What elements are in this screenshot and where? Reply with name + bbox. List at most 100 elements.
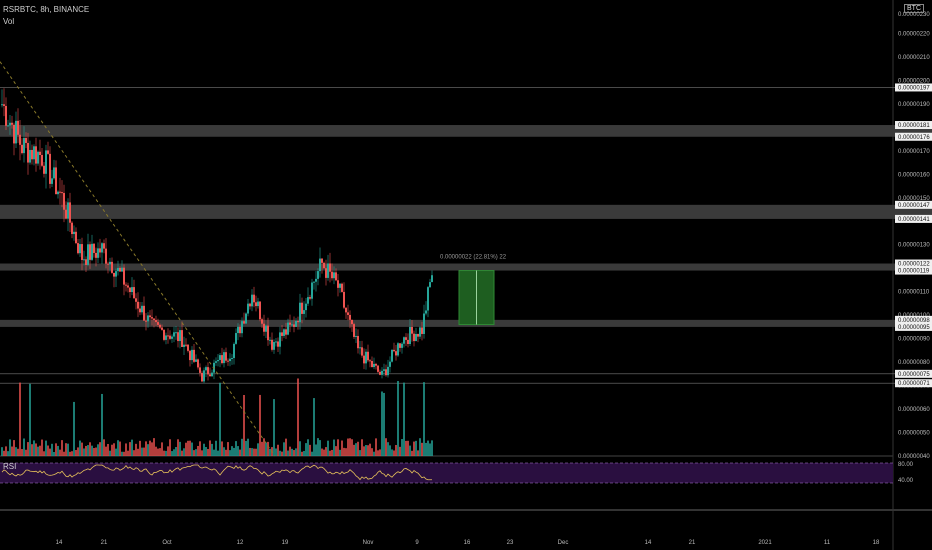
candle	[391, 349, 393, 362]
candle	[371, 361, 373, 368]
volume-bar	[171, 451, 173, 456]
x-tick-label: 12	[237, 540, 244, 546]
candle	[367, 351, 369, 361]
volume-bar	[207, 448, 209, 456]
volume-bar	[23, 438, 25, 456]
candle	[101, 243, 103, 253]
volume-bar	[29, 383, 31, 456]
candle	[289, 322, 291, 325]
x-tick-label: 21	[101, 540, 108, 546]
candle	[255, 302, 257, 307]
candle	[305, 303, 307, 311]
volume-bar	[231, 446, 233, 456]
candle	[259, 301, 261, 320]
x-tick-label: 14	[56, 540, 63, 546]
volume-bar	[281, 451, 283, 456]
volume-bar	[361, 439, 363, 456]
price-label-box	[895, 379, 932, 388]
volume-bar	[161, 442, 163, 456]
x-tick-label: 11	[824, 540, 831, 546]
volume-bar	[425, 442, 427, 456]
candle	[137, 301, 139, 309]
rsi-label[interactable]: RSI	[3, 462, 17, 471]
candle	[35, 146, 37, 164]
volume-bar	[113, 443, 115, 456]
candle	[93, 243, 95, 253]
candle	[361, 347, 363, 356]
rsi-line	[1, 464, 433, 481]
volume-bar	[159, 448, 161, 456]
candle	[419, 327, 421, 337]
volume-bar	[91, 445, 93, 456]
volume-bar	[153, 438, 155, 456]
price-label-box	[895, 121, 932, 130]
candle	[39, 151, 41, 156]
volume-bar	[291, 448, 293, 456]
candle	[381, 370, 383, 375]
volume-bar	[277, 444, 279, 456]
volume-bar	[143, 447, 145, 456]
volume-bar	[69, 451, 71, 456]
volume-bar	[67, 443, 69, 456]
volume-bar	[31, 444, 33, 456]
candle	[17, 120, 19, 135]
candle	[229, 358, 231, 362]
candle	[307, 297, 309, 304]
volume-bar	[127, 450, 129, 456]
candle	[357, 335, 359, 349]
rsi-band	[0, 463, 893, 483]
y-tick-label: 0.00000210	[898, 55, 930, 61]
volume-bar	[5, 446, 7, 456]
candle	[107, 263, 109, 265]
currency-badge[interactable]: BTC	[904, 4, 924, 13]
volume-bar	[179, 441, 181, 456]
volume-bar	[221, 441, 223, 456]
volume-bar	[41, 439, 43, 456]
volume-bar	[45, 440, 47, 456]
volume-bar	[197, 445, 199, 456]
candle	[3, 104, 5, 106]
candle	[231, 358, 233, 360]
candle	[95, 252, 97, 258]
y-tick-label: 0.00000200	[898, 78, 930, 84]
volume-bar	[279, 450, 281, 456]
price-label-box	[895, 132, 932, 141]
candle	[159, 324, 161, 328]
candle	[119, 267, 121, 272]
candle	[395, 351, 397, 356]
candle	[187, 344, 189, 351]
volume-bar	[421, 442, 423, 456]
volume-bar	[19, 382, 21, 456]
candle	[71, 222, 73, 235]
candle	[115, 271, 117, 277]
candle	[25, 138, 27, 143]
candle	[129, 287, 131, 293]
candle	[13, 124, 15, 144]
candle	[295, 321, 297, 327]
candle	[205, 367, 207, 371]
volume-bar	[351, 439, 353, 456]
candle	[141, 305, 143, 313]
candle	[417, 333, 419, 337]
candle	[375, 363, 377, 366]
volume-bar	[403, 382, 405, 456]
candle	[403, 337, 405, 344]
volume-bar	[33, 440, 35, 456]
candle	[365, 351, 367, 364]
candle	[41, 155, 43, 166]
symbol-title[interactable]: RSRBTC, 8h, BINANCE	[3, 5, 90, 14]
volume-bar	[239, 449, 241, 456]
volume-bar	[27, 442, 29, 456]
volume-bar	[295, 448, 297, 456]
price-label: 0.00000197	[898, 85, 930, 91]
candle	[67, 202, 69, 219]
volume-bar	[63, 451, 65, 456]
candle	[105, 248, 107, 264]
x-tick-label: Oct	[162, 540, 172, 546]
candle	[53, 167, 55, 179]
y-tick-label: 0.00000050	[898, 431, 930, 437]
volume-label[interactable]: Vol	[3, 17, 15, 26]
volume-bar	[301, 451, 303, 456]
candle	[177, 332, 179, 342]
